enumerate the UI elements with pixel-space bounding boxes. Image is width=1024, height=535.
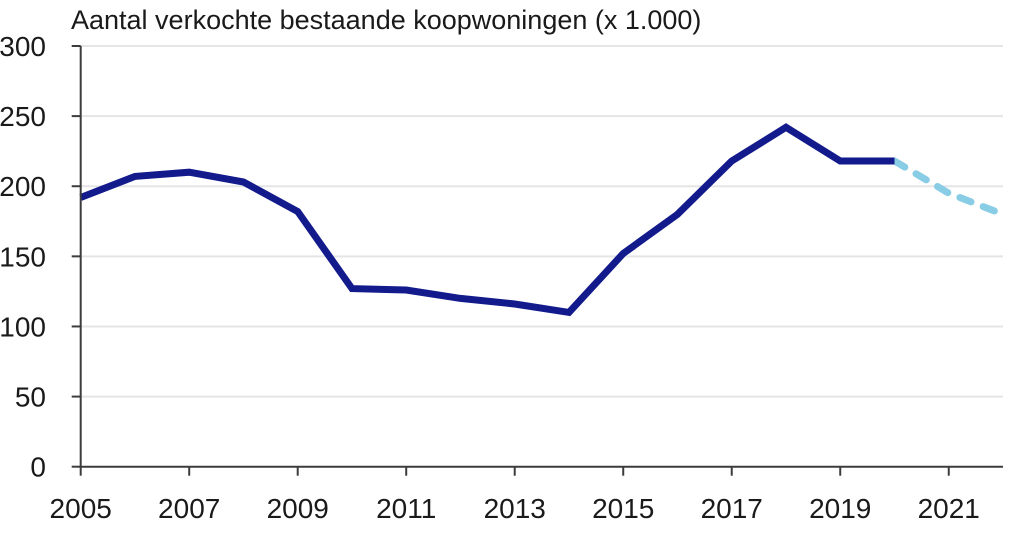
- x-tick-label: 2005: [50, 493, 112, 524]
- y-tick-label: 300: [0, 31, 46, 62]
- chart-title: Aantal verkochte bestaande koopwoningen …: [71, 5, 702, 35]
- x-tick-label: 2013: [484, 493, 546, 524]
- x-tick-label: 2015: [592, 493, 654, 524]
- y-tick-label: 100: [0, 311, 46, 342]
- gridlines: [80, 45, 1003, 398]
- y-tick-label: 200: [0, 171, 46, 202]
- x-tick-label: 2019: [809, 493, 871, 524]
- x-axis-ticks: 2005 2007 2009 2011 2013 2015 2017 2019 2021: [50, 466, 980, 524]
- y-tick-label: 150: [0, 241, 46, 272]
- y-axis-ticks: 0 50 100 150 200 250 300: [0, 31, 81, 483]
- x-tick-label: 2011: [376, 493, 436, 524]
- y-tick-label: 250: [0, 101, 46, 132]
- x-tick-label: 2021: [918, 493, 980, 524]
- y-tick-label: 0: [30, 452, 46, 483]
- x-tick-label: 2007: [158, 493, 220, 524]
- x-tick-label: 2017: [701, 493, 763, 524]
- y-tick-label: 50: [15, 382, 46, 413]
- series-dashed-line: [891, 157, 1007, 218]
- x-tick-label: 2009: [267, 493, 329, 524]
- series-solid-line: [79, 123, 895, 317]
